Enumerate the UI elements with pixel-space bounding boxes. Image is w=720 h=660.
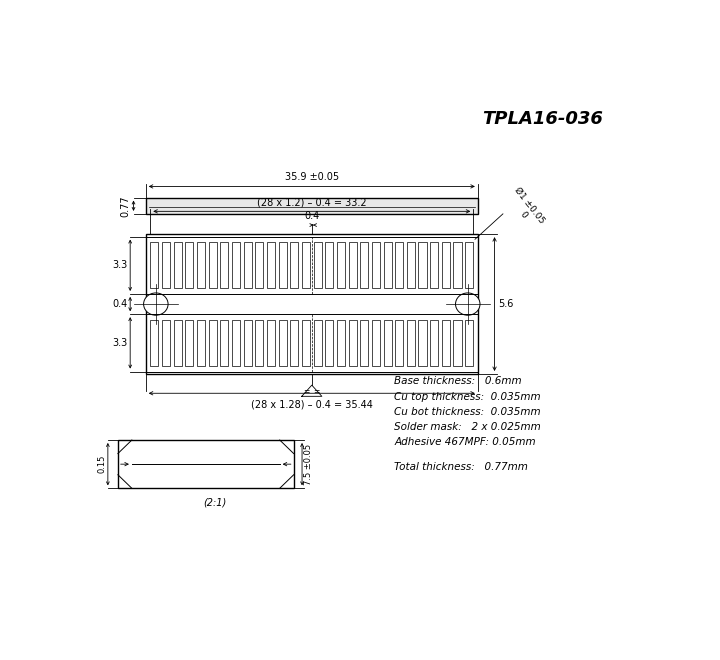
Text: 0.15: 0.15: [97, 455, 106, 473]
Bar: [232, 242, 240, 288]
Bar: [384, 320, 392, 366]
Bar: [313, 242, 322, 288]
Bar: [162, 242, 170, 288]
Bar: [465, 242, 473, 288]
Bar: [407, 320, 415, 366]
Bar: [256, 320, 264, 366]
Bar: [430, 320, 438, 366]
Circle shape: [456, 293, 480, 315]
Text: Base thickness:   0.6mm: Base thickness: 0.6mm: [394, 376, 522, 387]
Bar: [418, 320, 427, 366]
Bar: [360, 320, 369, 366]
Bar: [243, 242, 252, 288]
Bar: [337, 242, 345, 288]
Bar: [145, 234, 478, 374]
Text: (28 x 1.28) – 0.4 = 35.44: (28 x 1.28) – 0.4 = 35.44: [251, 399, 373, 409]
Bar: [325, 242, 333, 288]
Text: Ø1 ±0.05
        0: Ø1 ±0.05 0: [505, 185, 546, 232]
Bar: [174, 320, 182, 366]
Bar: [150, 242, 158, 288]
Bar: [302, 242, 310, 288]
Bar: [162, 320, 170, 366]
Bar: [454, 320, 462, 366]
Bar: [465, 320, 473, 366]
Bar: [290, 242, 298, 288]
Text: TPLA16-036: TPLA16-036: [482, 110, 603, 127]
Bar: [185, 242, 194, 288]
Bar: [454, 242, 462, 288]
Bar: [348, 242, 356, 288]
Text: 3.3: 3.3: [113, 338, 128, 348]
Bar: [145, 197, 478, 214]
Bar: [384, 242, 392, 288]
Bar: [118, 440, 294, 488]
Text: =: =: [304, 387, 310, 396]
Bar: [220, 320, 228, 366]
Bar: [348, 320, 356, 366]
Text: (2:1): (2:1): [203, 498, 226, 508]
Text: 3.3: 3.3: [113, 260, 128, 271]
Text: Adhesive 467MPF: 0.05mm: Adhesive 467MPF: 0.05mm: [394, 438, 536, 447]
Bar: [267, 242, 275, 288]
Bar: [232, 320, 240, 366]
Bar: [442, 320, 450, 366]
Bar: [267, 320, 275, 366]
Text: 7.5 ±0.05: 7.5 ±0.05: [304, 444, 312, 484]
Bar: [430, 242, 438, 288]
Text: 0.4: 0.4: [113, 299, 128, 309]
Circle shape: [143, 293, 168, 315]
Bar: [197, 242, 205, 288]
Bar: [395, 242, 403, 288]
Bar: [360, 242, 369, 288]
Text: Cu top thickness:  0.035mm: Cu top thickness: 0.035mm: [394, 392, 541, 402]
Bar: [313, 320, 322, 366]
Bar: [209, 320, 217, 366]
Bar: [372, 320, 380, 366]
Text: 0.4: 0.4: [304, 211, 320, 222]
Bar: [197, 320, 205, 366]
Bar: [185, 320, 194, 366]
Text: 0.77: 0.77: [121, 195, 131, 216]
Bar: [290, 320, 298, 366]
Bar: [442, 242, 450, 288]
Text: =: =: [314, 387, 320, 396]
Text: Solder mask:   2 x 0.025mm: Solder mask: 2 x 0.025mm: [394, 422, 541, 432]
Text: Total thickness:   0.77mm: Total thickness: 0.77mm: [394, 462, 528, 472]
Text: 35.9 ±0.05: 35.9 ±0.05: [284, 172, 339, 182]
Bar: [395, 320, 403, 366]
Bar: [209, 242, 217, 288]
Bar: [325, 320, 333, 366]
Bar: [220, 242, 228, 288]
Bar: [243, 320, 252, 366]
Bar: [407, 242, 415, 288]
Text: Cu bot thickness:  0.035mm: Cu bot thickness: 0.035mm: [394, 407, 541, 417]
Bar: [337, 320, 345, 366]
Bar: [372, 242, 380, 288]
Bar: [174, 242, 182, 288]
Bar: [279, 320, 287, 366]
Text: 5.6: 5.6: [498, 299, 513, 309]
Bar: [302, 320, 310, 366]
Bar: [150, 320, 158, 366]
Bar: [418, 242, 427, 288]
Text: (28 x 1.2) – 0.4 = 33.2: (28 x 1.2) – 0.4 = 33.2: [257, 197, 366, 207]
Bar: [256, 242, 264, 288]
Bar: [279, 242, 287, 288]
